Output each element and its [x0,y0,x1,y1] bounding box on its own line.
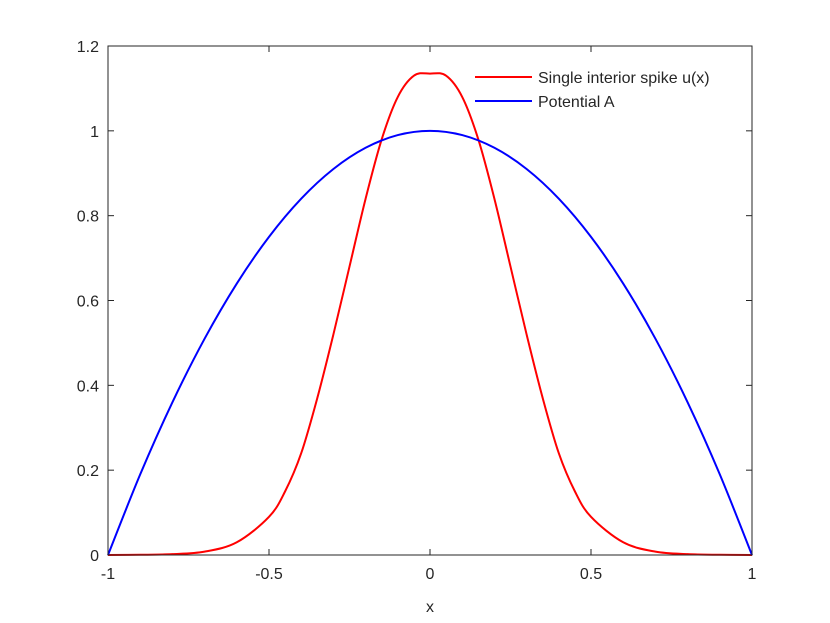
x-tick-label: -1 [101,566,115,583]
plot-area [108,46,752,555]
legend-label-1: Single interior spike u(x) [538,70,710,87]
y-tick-label: 0.2 [77,463,99,480]
legend-label-2: Potential A [538,94,615,111]
x-tick-label: 1 [748,566,757,583]
legend: Single interior spike u(x) Potential A [475,70,710,111]
y-tick-label: 1.2 [77,39,99,56]
x-tick-label: -0.5 [255,566,283,583]
series-line-2 [107,129,753,556]
series-line-1 [107,72,753,556]
y-tick-label: 0.4 [77,378,99,395]
y-tick-label: 0.6 [77,294,99,311]
axes-layer: -1 -0.5 0 0.5 1 0 0.2 0.4 0.6 0.8 1 1.2 [77,39,757,583]
y-tick-label: 0.8 [77,209,99,226]
y-tick-label: 0 [90,548,99,565]
series-layer [107,72,753,556]
x-tick-label: 0 [426,566,435,583]
x-axis-label: x [426,599,434,616]
x-tick-label: 0.5 [580,566,602,583]
y-tick-label: 1 [90,124,99,141]
